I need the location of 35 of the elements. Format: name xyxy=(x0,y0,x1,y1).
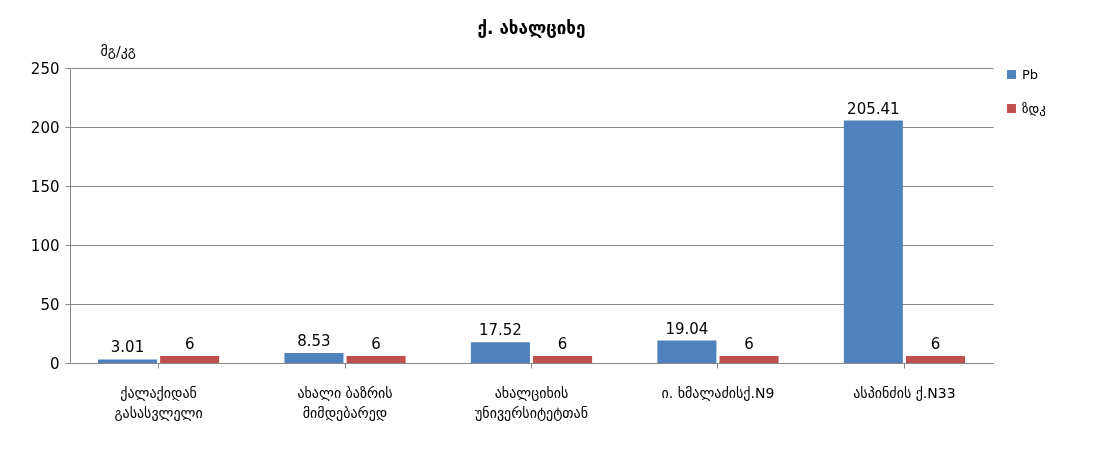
data-label: 6 xyxy=(371,334,381,353)
y-tick-label: 50 xyxy=(40,295,60,314)
bar xyxy=(657,340,717,363)
y-axis-title: მგ/კგ xyxy=(100,42,136,59)
x-tick-label: ი. ხმალაძისქ.N9 xyxy=(661,384,775,401)
bar xyxy=(905,355,966,363)
data-label: 19.04 xyxy=(665,319,709,338)
data-label: 6 xyxy=(557,334,568,353)
bar xyxy=(470,342,530,363)
y-tick-label: 100 xyxy=(30,236,60,255)
bar xyxy=(284,352,344,363)
legend-label: Pb xyxy=(1022,66,1039,82)
x-tick-label: ასპინძის ქ.N33 xyxy=(853,384,956,401)
data-label: 6 xyxy=(184,334,195,353)
chart-title: ქ. ახალციხე xyxy=(477,18,586,38)
bar xyxy=(719,355,779,363)
y-tick-label: 250 xyxy=(30,59,60,78)
data-label: 8.53 xyxy=(297,331,331,350)
x-tick-label: ახალი ბაზრის მიმდებარედ xyxy=(297,384,393,421)
x-tick-label: ქალაქიდან გასასვლელი xyxy=(114,384,203,421)
data-label: 6 xyxy=(744,334,754,353)
y-tick-label: 0 xyxy=(49,354,60,373)
data-label: 6 xyxy=(930,334,941,353)
x-tick-label: ახალციხის უნივერსიტეტთან xyxy=(475,384,588,421)
y-tick-label: 150 xyxy=(30,177,60,196)
legend-label: ზდკ xyxy=(1022,100,1046,116)
y-tick-label: 200 xyxy=(30,118,60,137)
data-label: 205.41 xyxy=(847,99,900,118)
bar xyxy=(97,359,158,363)
data-label: 3.01 xyxy=(110,338,145,357)
bar xyxy=(346,355,406,363)
bar xyxy=(160,355,220,363)
bar xyxy=(533,355,593,363)
bar xyxy=(843,120,903,363)
data-label: 17.52 xyxy=(478,321,522,340)
